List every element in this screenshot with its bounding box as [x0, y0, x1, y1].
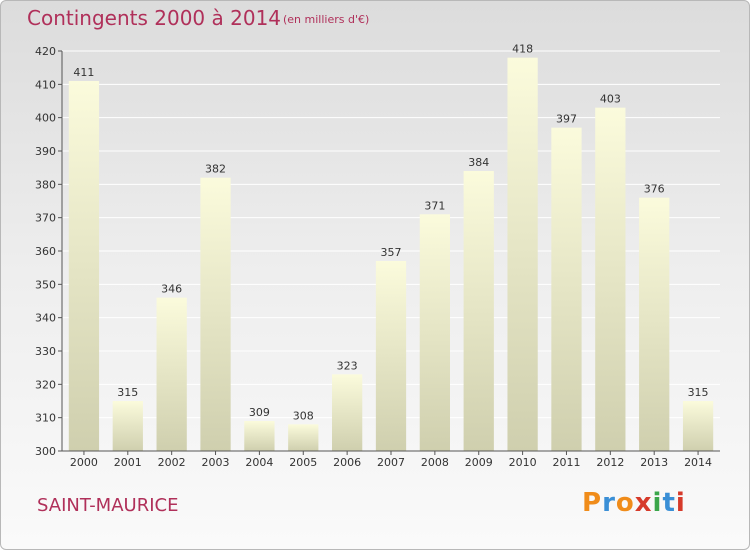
x-tick-label: 2000 — [70, 456, 98, 469]
x-tick-label: 2001 — [114, 456, 142, 469]
labels: 300 310 320 330 340 350 360 370 380 390 400 410 420 4… — [35, 43, 712, 469]
bar-2006 — [331, 374, 363, 451]
logo-letter: x — [634, 488, 653, 518]
y-tick-label: 360 — [35, 245, 56, 258]
value-label: 323 — [337, 359, 358, 372]
value-label: 315 — [688, 386, 709, 399]
x-tick-label: 2014 — [684, 456, 712, 469]
bar-2004 — [244, 421, 275, 451]
y-tick-label: 350 — [35, 278, 56, 291]
logo-letter: i — [675, 488, 686, 518]
logo-letter: r — [602, 488, 616, 518]
bar-2003 — [200, 177, 231, 451]
x-tick-label: 2003 — [202, 456, 230, 469]
y-tick-label: 320 — [35, 378, 56, 391]
x-tick-label: 2002 — [158, 456, 186, 469]
chart-unit: (en milliers d'€) — [283, 13, 370, 26]
logo-letter: t — [662, 488, 676, 518]
y-tick-label: 420 — [35, 45, 56, 58]
value-label: 371 — [424, 199, 445, 212]
x-tick-label: 2012 — [596, 456, 624, 469]
x-tick-label: 2008 — [421, 456, 449, 469]
logo-letter: P — [582, 488, 603, 518]
bar-2013 — [639, 197, 670, 451]
bar-2011 — [551, 127, 582, 452]
y-tick-label: 380 — [35, 178, 56, 191]
bar-2001 — [112, 401, 143, 451]
x-tick-label: 2010 — [509, 456, 537, 469]
x-tick-label: 2004 — [245, 456, 273, 469]
value-label: 309 — [249, 406, 270, 419]
y-tick-label: 400 — [35, 112, 56, 125]
x-tick-label: 2006 — [333, 456, 361, 469]
x-tick-label: 2009 — [465, 456, 493, 469]
value-label: 357 — [381, 246, 402, 259]
value-label: 315 — [117, 386, 138, 399]
bar-2009 — [463, 171, 494, 451]
bar-2012 — [595, 107, 626, 452]
bar-2007 — [375, 261, 407, 451]
bar-2000 — [68, 81, 100, 451]
value-label: 308 — [293, 409, 314, 422]
bar-2005 — [288, 424, 319, 451]
y-tick-label: 310 — [35, 412, 56, 425]
value-label: 411 — [73, 66, 94, 79]
x-tick-label: 2005 — [289, 456, 317, 469]
chart-title: Contingents 2000 à 2014 — [27, 6, 282, 30]
proxiti-logo: Proxiti — [582, 488, 686, 518]
logo-letter: o — [615, 488, 635, 518]
bar-2002 — [156, 297, 187, 451]
y-tick-label: 300 — [35, 445, 56, 458]
y-tick-label: 370 — [35, 212, 56, 225]
value-label: 346 — [161, 283, 182, 296]
bar-2010 — [507, 57, 538, 452]
logo-letter: i — [652, 488, 663, 518]
bars — [68, 57, 714, 452]
x-tick-label: 2011 — [552, 456, 580, 469]
place-name: SAINT-MAURICE — [37, 495, 179, 516]
value-label: 403 — [600, 93, 621, 106]
bar-2014 — [682, 401, 714, 451]
y-tick-label: 410 — [35, 78, 56, 91]
value-label: 376 — [644, 183, 665, 196]
value-label: 382 — [205, 163, 226, 176]
axes — [58, 50, 720, 455]
y-tick-label: 390 — [35, 145, 56, 158]
bar-2008 — [419, 214, 451, 451]
value-label: 384 — [468, 156, 489, 169]
x-tick-label: 2013 — [640, 456, 668, 469]
x-tick-label: 2007 — [377, 456, 405, 469]
y-tick-label: 330 — [35, 345, 56, 358]
y-tick-label: 340 — [35, 312, 56, 325]
value-label: 418 — [512, 43, 533, 56]
value-label: 397 — [556, 113, 577, 126]
